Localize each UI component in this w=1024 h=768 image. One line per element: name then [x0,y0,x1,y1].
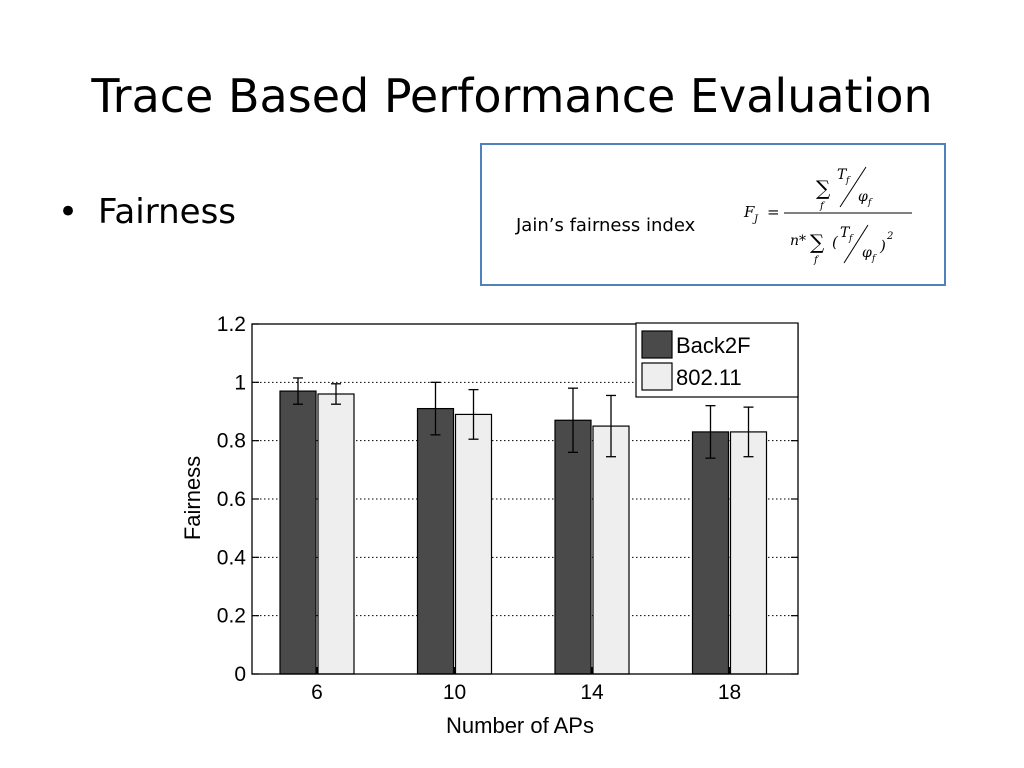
formula-num-sum-sub: f [819,201,826,212]
legend-swatch [641,362,673,391]
formula-den-sum-sub: f [813,255,820,266]
y-tick-label: 0 [234,663,246,686]
formula-num-phi-sub: f [867,198,873,208]
y-tick-label: 0.4 [217,546,247,569]
formula-den-T: T [840,225,851,241]
x-tick-label: 10 [443,681,466,704]
bar [691,431,730,675]
formula-den-T-sub: f [848,234,854,244]
formula-den-phi-sub: f [871,254,877,264]
plot-frame [251,323,799,675]
formula-num-T: T [837,167,848,183]
legend-swatch [641,330,673,359]
y-tick-label: 1.2 [217,313,246,336]
y-tick-label: 0.8 [217,430,246,453]
formula-den-exponent: 2 [886,231,893,242]
formula-den-open-paren: ( [832,233,839,251]
fairness-bar-chart: 0 0.2 0.4 0.6 0.8 1 1.2 6 10 14 18 Back2F 802.11 Fa… [180,313,799,738]
bars-layer [279,390,768,675]
formula-den-sum: ∑ [810,230,825,254]
bar [554,419,592,675]
bar [454,413,493,675]
error-bars-layer [293,377,754,459]
formula-num-sum: ∑ [816,176,831,200]
jain-fairness-formula: F J = ∑ f T f φ f n* ∑ f ( T f φ f ) 2 [743,166,912,266]
axes-layer: 0 0.2 0.4 0.6 0.8 1 1.2 6 10 14 18 [217,313,799,704]
formula-equals: = [767,203,780,221]
formula-label: Jain’s fairness index [516,215,696,236]
y-axis-title: Fairness [180,456,205,540]
formula-den-slash [843,224,869,264]
formula-box: Jain’s fairness index F J = ∑ f T f φ f … [480,143,946,286]
formula-den-close-paren: ) [879,237,886,255]
formula-lhs-subscript: J [752,214,759,225]
bullet-item-fairness: • Fairness [58,190,236,234]
bar [592,425,630,675]
bar [729,431,768,675]
formula-num-slash [839,166,867,208]
formula-den-phi: φ [862,245,872,261]
bullet-text: Fairness [98,192,236,232]
x-tick-label: 6 [311,681,323,704]
formula-den-n: n* [790,233,806,249]
y-tick-label: 0.2 [217,605,246,628]
formula-lhs: F [743,203,755,221]
bar [317,393,355,675]
slide-title: Trace Based Performance Evaluation [91,69,933,123]
x-axis-title: Number of APs [446,713,594,738]
y-tick-label: 1 [234,371,246,394]
bullet-dot: • [58,192,79,232]
x-tick-label: 14 [580,681,604,704]
y-tick-label: 0.6 [217,488,246,511]
formula-num-T-sub: f [845,176,851,186]
bar [279,390,317,675]
legend-label: Back2F [676,333,751,358]
bar [416,407,455,675]
formula-num-phi: φ [858,189,868,205]
legend: Back2F 802.11 [635,322,799,398]
x-tick-label: 18 [718,681,741,704]
legend-label: 802.11 [676,365,742,390]
